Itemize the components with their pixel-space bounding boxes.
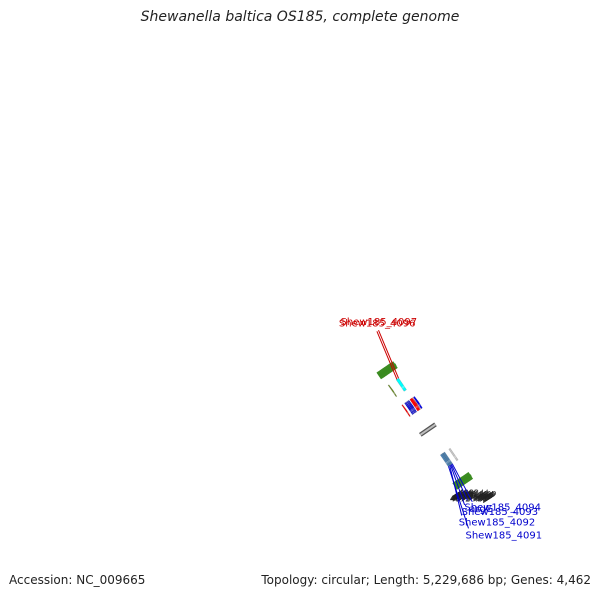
gene-label: Shew185_4097 [341,317,418,328]
feature-shape [407,400,417,414]
backbone-line [419,423,437,436]
feature-highlight [418,403,421,407]
feature-rev-3 [442,452,453,466]
gene-label: Shew185_4096 [339,318,416,329]
scale-label: 4878 kbp [455,492,493,501]
feature-fwd-4 [407,400,417,414]
feature-fwd-3 [406,400,416,414]
inner-tick [468,474,472,478]
inner-tick-ring [452,472,474,490]
scale-label: 4876 kbp [453,493,491,502]
gene-labels: Shew185_4091Shew185_4092Shew185_4093Shew… [339,317,542,541]
feature-shape [405,401,415,415]
gene-label: Shew185_4093 [462,507,539,518]
feature-red-left [401,404,411,418]
feature-highlight [414,405,419,409]
feature-fwd-2 [405,401,415,415]
feature-highlight [447,460,450,463]
feature-highlight [446,460,449,464]
feature-shape [411,397,422,410]
feature-highlight [448,459,451,462]
label-leader [450,464,466,506]
feature-highlight [401,385,405,389]
feature-red-rna-2 [411,397,422,410]
label-leader [451,463,473,503]
feature-shape [404,402,414,416]
scale-label: 4881 kbp [457,490,495,499]
feature-shape [448,447,459,462]
backbone [419,422,437,437]
scale-label: 4877 kbp [454,492,492,501]
outer-tick [393,363,397,367]
label-leader [449,465,463,516]
feature-highlight [445,461,448,465]
feature-fwd-5 [407,399,418,413]
feature-shape [395,377,407,392]
summary-text: Topology: circular; Length: 5,229,686 bp… [261,573,591,587]
feature-shape [401,404,411,418]
feature-gray-right [448,447,459,462]
scale-label: 4873 kbp [451,494,489,503]
feature-cyan-1 [395,377,407,392]
label-leader [376,331,398,380]
scale-label: 4880 kbp [456,490,494,499]
feature-shape [407,399,418,413]
feature-red-rna-1 [409,397,421,412]
page-title: Shewanella baltica OS185, complete genom… [140,9,460,25]
feature-track [387,377,459,468]
feature-fwd-1 [404,402,414,416]
scale-label: 4872 kbp [450,495,488,504]
feature-rev-4 [443,451,454,465]
gene-label: Shew185_4092 [459,518,536,529]
scale-label: 4879 kbp [455,491,493,500]
feature-shape [443,451,454,465]
gene-label: argC [469,504,492,515]
label-leader [450,464,468,501]
feature-highlight [406,411,409,415]
feature-shape [409,397,421,412]
accession-text: Accession: NC_009665 [9,573,146,587]
label-leader [378,330,399,379]
feature-shape [387,384,398,398]
feature-shape [406,400,416,414]
gene-label: Shew185_4094 [464,502,541,513]
label-leader [448,466,469,529]
scale-label: 4883 kbp [459,489,497,498]
feature-olive-left [387,384,398,398]
scale-label: 4875 kbp [452,493,490,502]
feature-fwd-right [412,395,423,410]
scale-label: 4882 kbp [458,489,496,498]
feature-shape [412,395,423,410]
outer-tick-ring [376,361,398,380]
feature-highlight [453,455,457,459]
feature-shape [442,452,453,466]
gene-label: Shew185_4091 [466,530,543,541]
feature-highlight [393,392,396,395]
